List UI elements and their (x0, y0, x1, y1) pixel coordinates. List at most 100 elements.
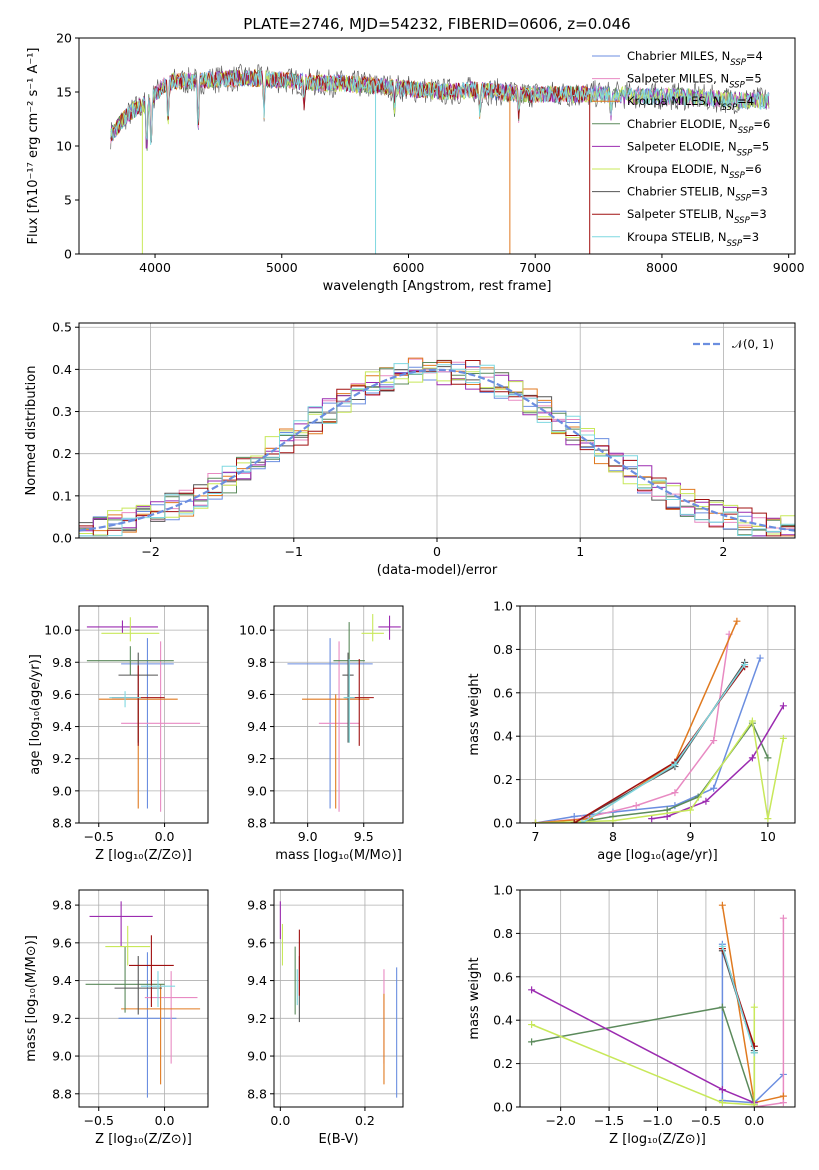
weight-vs-age-series-line (535, 719, 785, 823)
weight-vs-age-series-line (535, 657, 761, 823)
weight-vs-age-ylabel: mass weight (467, 673, 482, 755)
spectrum-legend-label: Salpeter ELODIE, NSSP=5 (627, 139, 769, 158)
spectrum-ylabel: Flux [fλ10⁻¹⁷ erg cm⁻² s⁻¹ A⁻¹] (26, 48, 41, 245)
age-vs-mass-xlabel: mass [log₁₀(M/M⊙)] (275, 848, 402, 863)
spectrum-xtick-label: 9000 (773, 260, 805, 275)
weight-vs-Z-frame (519, 889, 796, 1108)
spectrum-xtick-label: 5000 (266, 260, 298, 275)
mass-vs-Z-data (85, 901, 201, 1098)
gaussian-legend-label: 𝒩(0, 1) (732, 337, 774, 351)
weight-vs-age-point-marker (570, 819, 578, 823)
mass-vs-Z-xlabel: Z [log₁₀(Z/Z⊙)] (95, 1132, 192, 1147)
mass-vs-Z-ytick-label: 9.0 (52, 1049, 72, 1064)
mass-vs-EBV-xtick-label: 0.2 (355, 1113, 375, 1128)
weight-vs-Z-point-marker (718, 1003, 726, 1011)
weight-vs-Z-ytick-label: 0.2 (493, 1056, 513, 1071)
weight-vs-Z-ytick-label: 0.4 (493, 1013, 513, 1028)
weight-vs-Z-xtick-label: −1.5 (594, 1113, 624, 1128)
mass-vs-Z-xtick-label: 0.0 (155, 1113, 175, 1128)
weight-vs-age-ytick-label: 0.0 (493, 816, 513, 831)
weight-vs-age-point-marker (663, 812, 671, 820)
spectrum-legend-label: Salpeter STELIB, NSSP=3 (627, 207, 767, 226)
weight-vs-Z-xtick-label: 0.0 (744, 1113, 764, 1128)
weight-vs-Z-point-marker (528, 986, 536, 994)
weight-vs-age-frame (519, 605, 796, 824)
spectrum-xtick-label: 8000 (646, 260, 678, 275)
age-vs-mass-ytick-label: 9.6 (247, 687, 267, 702)
weight-vs-age-point-marker (648, 815, 656, 823)
spectrum-series-line (110, 68, 589, 143)
mass-vs-Z-ytick-label: 8.8 (52, 1086, 72, 1101)
weight-vs-age-ytick-label: 1.0 (493, 599, 513, 614)
weight-vs-age-xtick-label: 10 (760, 829, 776, 844)
age-vs-mass-xtick-label: 9.0 (298, 829, 318, 844)
weight-vs-age-point-marker (748, 754, 756, 762)
weight-vs-Z-xtick-label: −1.0 (642, 1113, 672, 1128)
weight-vs-age-point-marker (764, 754, 772, 762)
weight-vs-Z-point-marker (750, 1101, 758, 1107)
residuals-ytick-label: 0.3 (52, 404, 72, 419)
weight-vs-Z-point-marker (528, 1021, 536, 1029)
residuals-frame (78, 322, 796, 539)
residuals-xtick-label: 2 (719, 544, 727, 559)
weight-vs-age-data (531, 617, 787, 823)
age-vs-Z-ytick-label: 9.0 (52, 783, 72, 798)
spectrum-legend-label: Kroupa STELIB, NSSP=3 (627, 230, 759, 249)
age-vs-Z-xlabel: Z [log₁₀(Z/Z⊙)] (95, 848, 192, 863)
spectrum-legend-label: Kroupa ELODIE, NSSP=6 (627, 162, 762, 181)
weight-vs-age-point-marker (663, 806, 671, 814)
weight-vs-Z-series-line (721, 946, 756, 1054)
weight-vs-Z-point-marker (528, 1038, 536, 1046)
weight-vs-Z-point-marker (779, 1099, 787, 1107)
age-vs-mass-xtick-label: 9.5 (354, 829, 374, 844)
weight-vs-Z-ytick-label: 0.8 (493, 926, 513, 941)
weight-vs-age-point-marker (531, 819, 539, 823)
residuals-data (79, 357, 795, 537)
age-vs-Z-ytick-label: 9.4 (52, 719, 72, 734)
weight-vs-age-point-marker (710, 737, 718, 745)
weight-vs-age-point-marker (741, 661, 749, 669)
weight-vs-Z-xtick-label: −0.5 (691, 1113, 721, 1128)
age-vs-mass-ytick-label: 10.0 (239, 623, 267, 638)
weight-vs-age-ytick-label: 0.6 (493, 685, 513, 700)
spectrum-ytick-label: 5 (64, 193, 72, 208)
weight-vs-age-point-marker (748, 717, 756, 725)
mass-vs-EBV-xtick-label: 0.0 (270, 1113, 290, 1128)
weight-vs-age-point-marker (632, 802, 640, 810)
residuals-xtick-label: 1 (576, 544, 584, 559)
weight-vs-Z-point-marker (779, 914, 787, 922)
weight-vs-age-axes (520, 605, 795, 824)
residuals-ytick-label: 0.1 (52, 488, 72, 503)
weight-vs-age-ytick-label: 0.4 (493, 729, 513, 744)
age-vs-mass-ytick-label: 9.2 (247, 751, 267, 766)
mass-vs-EBV-ytick-label: 9.6 (247, 935, 267, 950)
age-vs-mass-ytick-label: 8.8 (247, 816, 267, 831)
spectrum-xtick-label: 6000 (393, 260, 425, 275)
age-vs-Z-data (86, 617, 201, 812)
age-vs-Z-xtick-label: 0.0 (155, 829, 175, 844)
weight-vs-Z-point-marker (718, 1099, 726, 1107)
age-vs-mass-axes (274, 606, 403, 824)
weight-vs-Z-xtick-label: −2.0 (545, 1113, 575, 1128)
residuals-ytick-label: 0.5 (52, 320, 72, 335)
weight-vs-age-point-marker (702, 797, 710, 805)
residuals-ytick-label: 0.4 (52, 362, 72, 377)
weight-vs-Z-point-marker (718, 942, 726, 950)
spectrum-legend-label: Chabrier MILES, NSSP=4 (627, 49, 763, 68)
weight-vs-age-point-marker (756, 654, 764, 662)
age-vs-Z-ylabel: age [log₁₀(age/yr)] (28, 654, 43, 775)
weight-vs-age-xtick-label: 7 (532, 829, 540, 844)
mass-vs-Z-ytick-label: 9.6 (52, 935, 72, 950)
mass-vs-EBV-ytick-label: 9.8 (247, 898, 267, 913)
weight-vs-age-series-line (574, 721, 769, 823)
residuals-xlabel: (data-model)/error (377, 563, 498, 578)
weight-vs-age-point-marker (779, 734, 787, 742)
age-vs-Z-axes (79, 606, 208, 824)
age-vs-Z-ytick-label: 9.6 (52, 687, 72, 702)
spectrum-frame (78, 37, 796, 255)
weight-vs-age-point-marker (764, 815, 772, 823)
weight-vs-age-ytick-label: 0.2 (493, 772, 513, 787)
weight-vs-Z-point-marker (750, 1003, 758, 1011)
weight-vs-Z-series-line (721, 905, 784, 1104)
